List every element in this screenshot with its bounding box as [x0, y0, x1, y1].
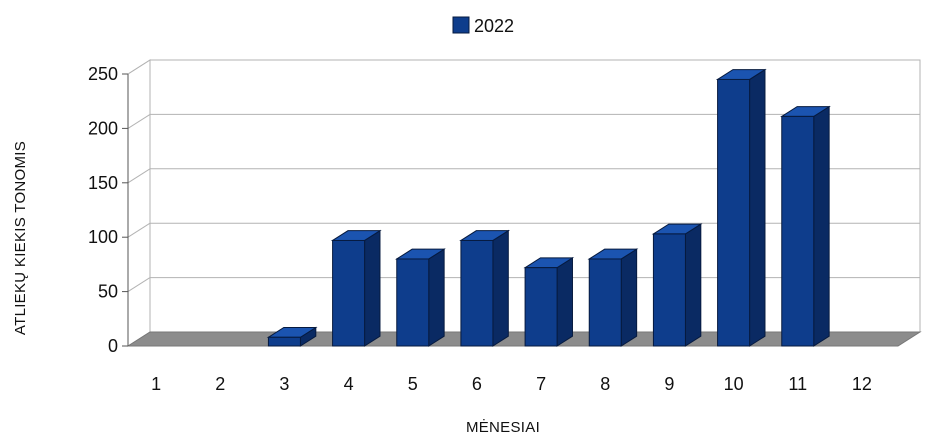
bar-front — [332, 239, 366, 347]
grid-line-side — [127, 168, 151, 184]
grid-line-side — [127, 222, 151, 238]
y-tick-label: 100 — [88, 227, 118, 247]
x-tick-label: 2 — [215, 374, 225, 394]
x-tick-label: 6 — [472, 374, 482, 394]
bar — [523, 256, 575, 347]
bar-side — [813, 105, 830, 347]
bar-side — [684, 223, 702, 347]
x-tick-label: 7 — [536, 374, 546, 394]
bar-front — [524, 267, 558, 347]
bar-side — [364, 229, 381, 347]
bar — [715, 68, 767, 347]
x-tick-label: 3 — [279, 374, 289, 394]
y-tick-label: 200 — [88, 118, 118, 138]
y-tick-labels: 0 50 100 150 200 250 — [88, 64, 129, 356]
bar-side — [556, 256, 573, 347]
x-tick-label: 12 — [852, 374, 872, 394]
bar — [395, 248, 446, 347]
bar-side — [492, 229, 509, 347]
x-axis-title: MĖNESIAI — [466, 418, 540, 436]
y-tick-label: 50 — [98, 282, 118, 302]
legend-swatch — [452, 16, 470, 34]
bar — [266, 326, 318, 347]
grid-line-side — [127, 113, 151, 129]
x-tick-label: 5 — [408, 374, 418, 394]
bar-front — [652, 233, 686, 347]
x-tick-label: 10 — [724, 374, 744, 394]
bar — [459, 229, 511, 347]
legend-label: 2022 — [474, 16, 514, 36]
side-wall — [127, 59, 151, 347]
x-tick-label: 11 — [788, 374, 807, 394]
x-tick-label: 9 — [664, 374, 674, 394]
bar-side — [620, 248, 638, 347]
grid-line-side — [127, 59, 151, 75]
y-tick-label: 150 — [88, 173, 118, 193]
y-tick-label: 0 — [108, 336, 118, 356]
legend: 2022 — [452, 16, 514, 36]
bar — [780, 105, 831, 347]
bar-front — [396, 258, 430, 347]
bar-front — [460, 239, 494, 347]
bar-front — [717, 78, 751, 347]
x-tick-label: 4 — [344, 374, 354, 394]
y-axis-title: ATLIEKŲ KIEKIS TONOMIS — [12, 141, 29, 335]
bar-front — [267, 336, 301, 347]
bar — [330, 229, 382, 347]
bar-front — [781, 115, 815, 347]
bar-side — [749, 68, 766, 347]
bar — [651, 223, 703, 347]
grid-line-side — [127, 277, 151, 293]
bar-side — [428, 248, 445, 347]
x-tick-label: 1 — [151, 374, 161, 394]
x-tick-label: 8 — [600, 374, 610, 394]
bar-group — [266, 68, 831, 347]
bar-front — [588, 258, 622, 347]
bar — [587, 248, 639, 347]
y-tick-label: 250 — [88, 64, 118, 84]
x-tick-labels: 1 2 3 4 5 6 7 8 9 10 11 12 — [151, 374, 872, 394]
